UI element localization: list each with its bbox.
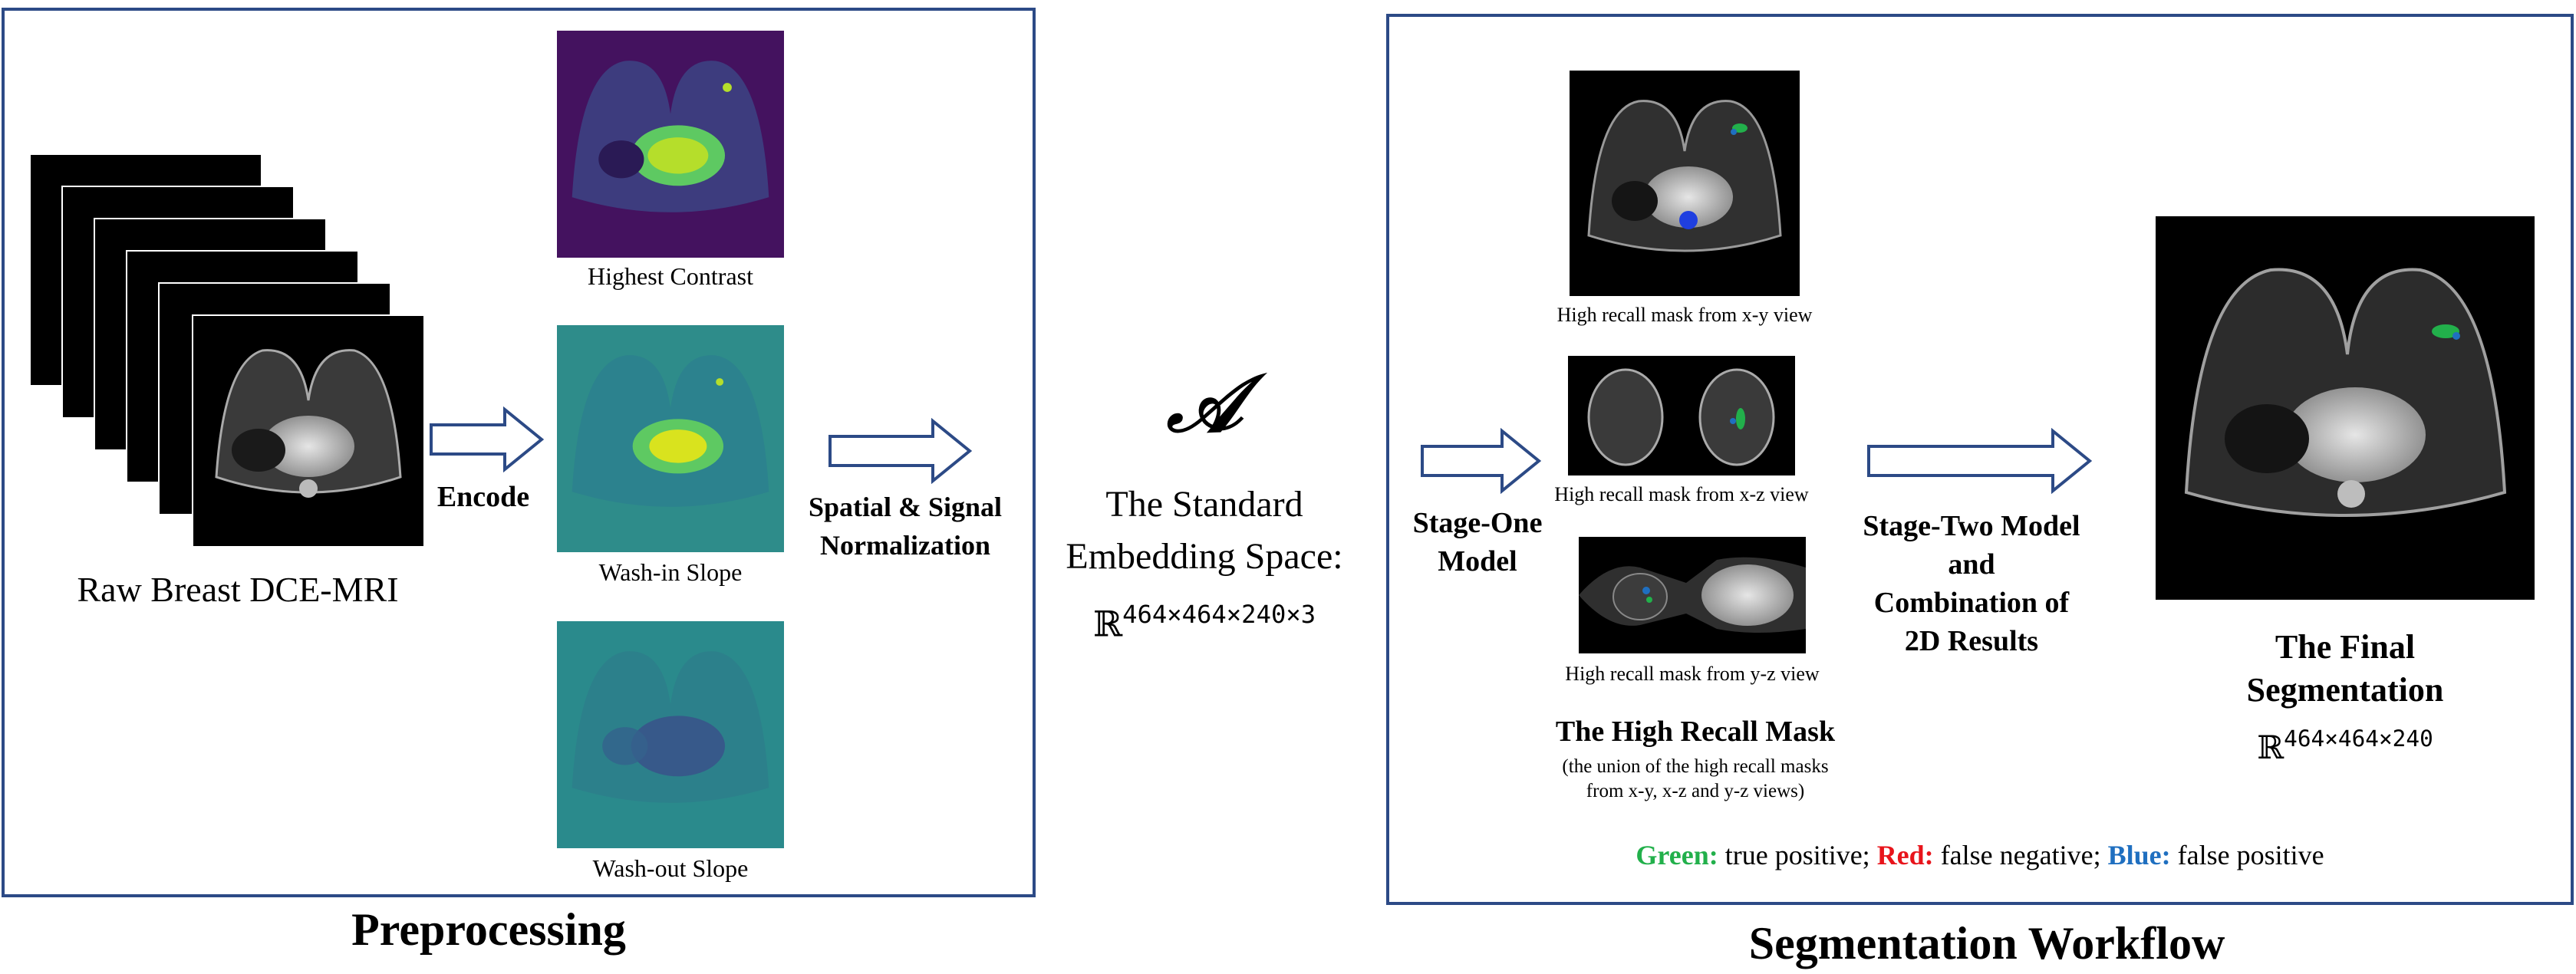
preprocessing-title: Preprocessing — [351, 904, 626, 955]
xy-view-mask — [1570, 71, 1800, 296]
final-space-base: ℝ — [2257, 729, 2284, 767]
stage-two-arrow — [1867, 428, 2093, 494]
stage-one-label-1: Stage-One — [1412, 507, 1543, 539]
normalization-label-1: Spatial & Signal — [808, 492, 1003, 522]
stage-one-arrow — [1421, 428, 1542, 494]
embedding-symbol: 𝒜 — [1166, 360, 1243, 449]
encode-arrow — [430, 406, 545, 472]
xz-view-label: High recall mask from x-z view — [1554, 483, 1809, 505]
yz-view-mask — [1579, 537, 1806, 653]
final-space-exponent: 464×464×240 — [2284, 726, 2433, 752]
high-recall-mask-desc-2: from x-y, x-z and y-z views) — [1586, 781, 1805, 801]
legend-blue-label: Blue: — [2107, 840, 2171, 870]
yz-view-label: High recall mask from y-z view — [1565, 663, 1820, 685]
wash-out-slope-label: Wash-out Slope — [592, 854, 749, 882]
stage-two-label-4: 2D Results — [1904, 625, 2039, 657]
legend-green-label: Green: — [1636, 840, 1718, 870]
normalization-arrow — [828, 418, 973, 484]
raw-mri-label: Raw Breast DCE-MRI — [77, 570, 399, 609]
legend-blue-text: false positive — [2170, 840, 2324, 870]
stage-two-label-1: Stage-Two Model — [1863, 510, 2080, 542]
color-legend: Green: true positive; Red: false negativ… — [1462, 839, 2498, 871]
embedding-line1: The Standard — [1105, 484, 1303, 525]
stage-two-label-3: Combination of — [1873, 587, 2070, 619]
segmentation-workflow-panel — [1386, 14, 2574, 905]
highest-contrast-map — [557, 31, 784, 258]
stage-one-label-2: Model — [1438, 545, 1517, 577]
embedding-line2: Embedding Space: — [1066, 536, 1343, 577]
xz-view-mask — [1568, 356, 1795, 475]
high-recall-mask-desc-1: (the union of the high recall masks — [1562, 756, 1829, 777]
highest-contrast-label: Highest Contrast — [588, 262, 753, 290]
wash-in-slope-label: Wash-in Slope — [598, 558, 743, 586]
xy-view-label: High recall mask from x-y view — [1556, 304, 1813, 326]
embedding-space-dims: ℝ464×464×240×3 — [1028, 600, 1381, 645]
encode-label: Encode — [436, 481, 530, 513]
embedding-space-base: ℝ — [1092, 603, 1123, 645]
legend-red-label: Red: — [1876, 840, 1934, 870]
raw-mri-front-slice — [192, 314, 425, 548]
legend-red-text: false negative; — [1933, 840, 2108, 870]
wash-in-slope-map — [557, 325, 784, 552]
final-segmentation-title-2: Segmentation — [2246, 671, 2444, 709]
normalization-label-2: Normalization — [820, 530, 990, 561]
wash-out-slope-map — [557, 621, 784, 848]
embedding-space-exponent: 464×464×240×3 — [1122, 600, 1316, 629]
legend-green-text: true positive; — [1718, 840, 1877, 870]
preprocessing-panel — [2, 8, 1036, 897]
final-segmentation-title-1: The Final — [2275, 628, 2416, 666]
final-segmentation-dims: ℝ464×464×240 — [2192, 726, 2499, 767]
segmentation-workflow-title: Segmentation Workflow — [1748, 918, 2225, 969]
stage-two-label-2: and — [1948, 548, 1995, 581]
final-segmentation-image — [2156, 216, 2535, 600]
high-recall-mask-title: The High Recall Mask — [1555, 716, 1836, 748]
